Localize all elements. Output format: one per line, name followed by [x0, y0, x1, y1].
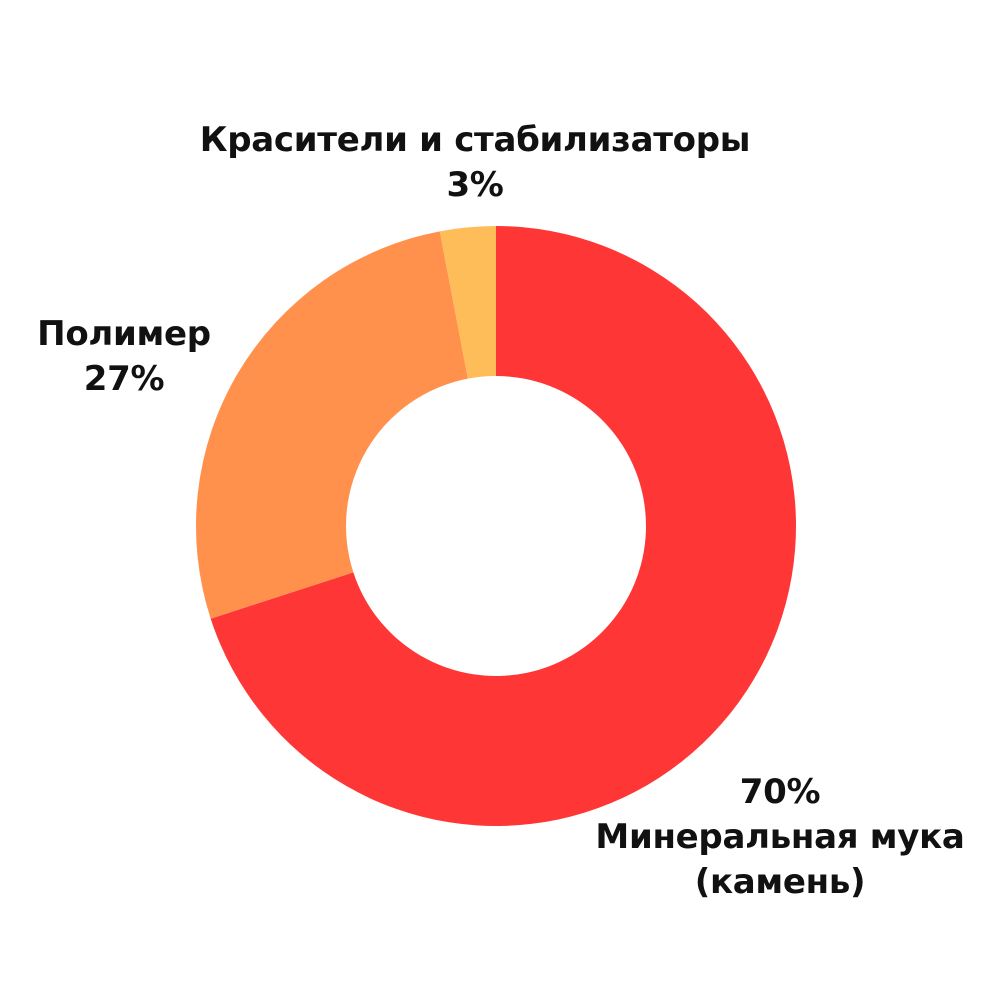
slice-mineral-flour	[210, 226, 796, 826]
slice-label-mineral-flour: 70% Минеральная мука (камень)	[570, 770, 990, 905]
slice-name-dyes-stabilizers: Красители и стабилизаторы	[199, 120, 751, 160]
slice-polymer	[196, 231, 468, 619]
slice-dyes-stabilizers	[439, 226, 496, 379]
slice-value-polymer: 27%	[83, 358, 165, 399]
slice-name-mineral-flour-line2: (камень)	[694, 861, 866, 902]
slice-name-mineral-flour: Минеральная мука	[595, 816, 965, 857]
slice-label-polymer: Полимер 27%	[0, 312, 248, 402]
slice-value-dyes-stabilizers: 3%	[446, 164, 504, 205]
slice-label-dyes-stabilizers: Красители и стабилизаторы 3%	[0, 118, 950, 208]
slice-value-mineral-flour: 70%	[739, 772, 821, 812]
slice-name-polymer: Полимер	[37, 314, 211, 354]
donut-slices	[196, 226, 796, 826]
